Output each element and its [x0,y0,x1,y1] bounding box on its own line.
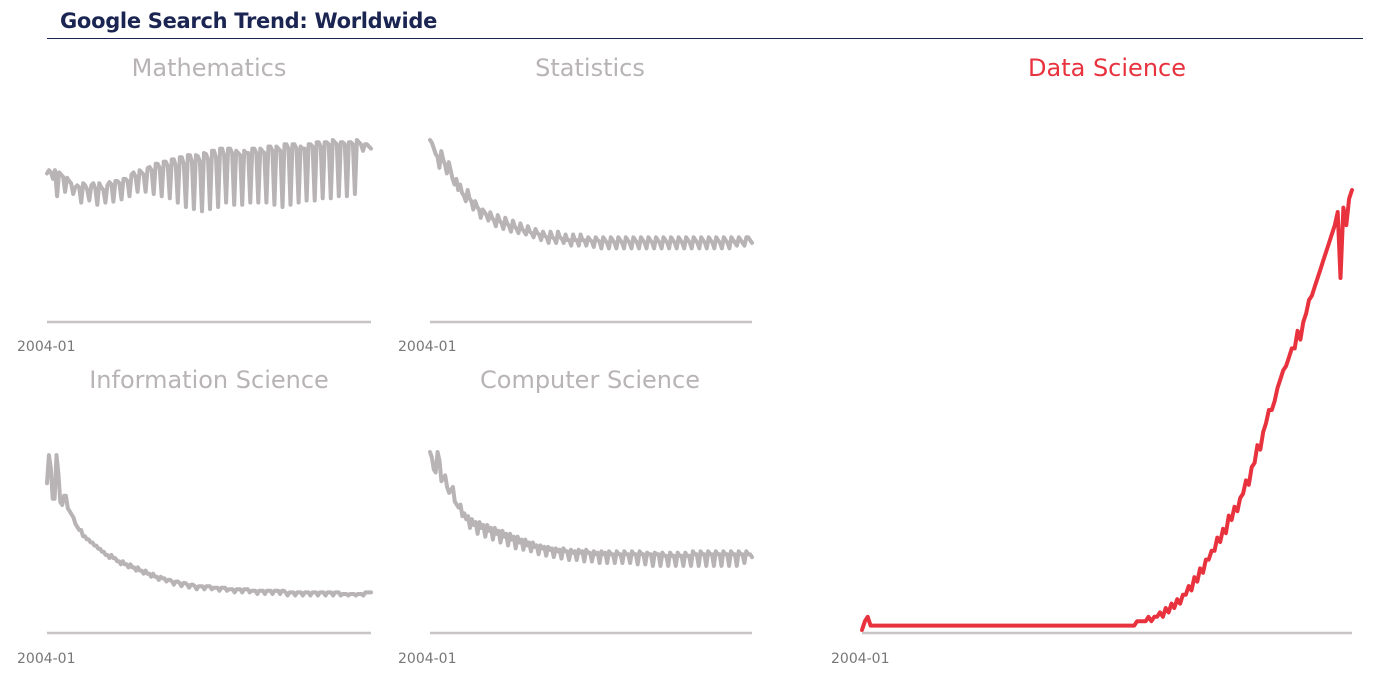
computer-science-series-line [428,450,754,568]
chart-page-title: Google Search Trend: Worldwide [60,9,438,33]
statistics-x-tick-label: 2004-01 [398,339,457,355]
mathematics-x-tick-label: 2004-01 [17,339,76,355]
statistics-panel: Statistics 2004-01 [398,54,754,355]
data-science-panel-title: Data Science [1028,54,1186,82]
computer-science-panel: Computer Science 2004-01 [398,366,754,667]
information-science-x-tick-label: 2004-01 [17,651,76,667]
mathematics-panel: Mathematics 2004-01 [17,54,373,355]
computer-science-x-tick-label: 2004-01 [398,651,457,667]
mathematics-panel-title: Mathematics [132,54,287,82]
computer-science-panel-title: Computer Science [480,366,700,394]
information-science-series-line [45,453,373,598]
data-science-panel: Data Science 2004-01 [831,54,1354,667]
information-science-panel-title: Information Science [89,366,329,394]
title-rule [47,38,1363,39]
information-science-panel: Information Science 2004-01 [17,366,373,667]
data-science-x-tick-label: 2004-01 [831,651,890,667]
statistics-panel-title: Statistics [535,54,645,82]
mathematics-series-line [45,138,373,214]
statistics-series-line [428,138,754,251]
data-science-series-line [860,188,1354,632]
